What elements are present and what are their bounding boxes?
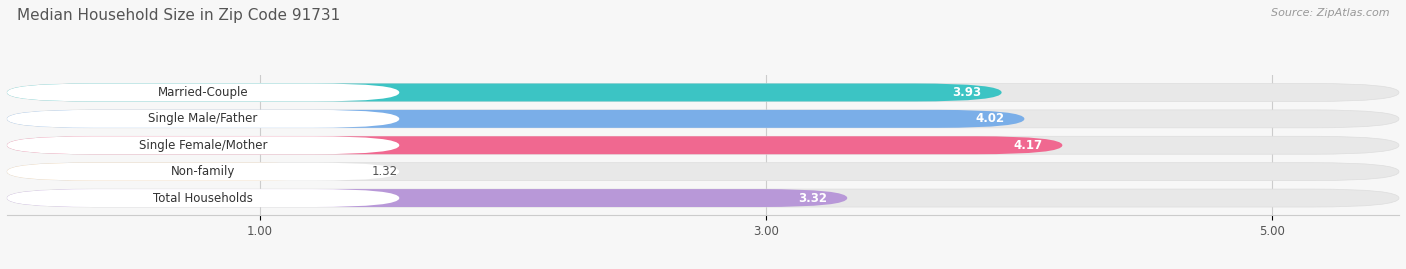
FancyBboxPatch shape <box>7 83 1399 101</box>
FancyBboxPatch shape <box>7 163 342 180</box>
Text: 4.17: 4.17 <box>1012 139 1042 152</box>
Text: Non-family: Non-family <box>172 165 235 178</box>
Text: Single Male/Father: Single Male/Father <box>149 112 257 125</box>
FancyBboxPatch shape <box>7 83 399 101</box>
Text: Median Household Size in Zip Code 91731: Median Household Size in Zip Code 91731 <box>17 8 340 23</box>
FancyBboxPatch shape <box>7 110 1399 128</box>
Text: 1.32: 1.32 <box>371 165 398 178</box>
FancyBboxPatch shape <box>7 189 399 207</box>
Text: 3.93: 3.93 <box>952 86 981 99</box>
Text: Single Female/Mother: Single Female/Mother <box>139 139 267 152</box>
FancyBboxPatch shape <box>7 136 1063 154</box>
FancyBboxPatch shape <box>7 110 399 128</box>
FancyBboxPatch shape <box>7 136 1399 154</box>
Text: 4.02: 4.02 <box>974 112 1004 125</box>
FancyBboxPatch shape <box>7 83 1001 101</box>
FancyBboxPatch shape <box>7 189 1399 207</box>
Text: Total Households: Total Households <box>153 192 253 204</box>
Text: Married-Couple: Married-Couple <box>157 86 249 99</box>
FancyBboxPatch shape <box>7 163 1399 180</box>
Text: 3.32: 3.32 <box>799 192 827 204</box>
Text: Source: ZipAtlas.com: Source: ZipAtlas.com <box>1271 8 1389 18</box>
FancyBboxPatch shape <box>7 136 399 154</box>
FancyBboxPatch shape <box>7 189 848 207</box>
FancyBboxPatch shape <box>7 110 1025 128</box>
FancyBboxPatch shape <box>7 163 399 180</box>
